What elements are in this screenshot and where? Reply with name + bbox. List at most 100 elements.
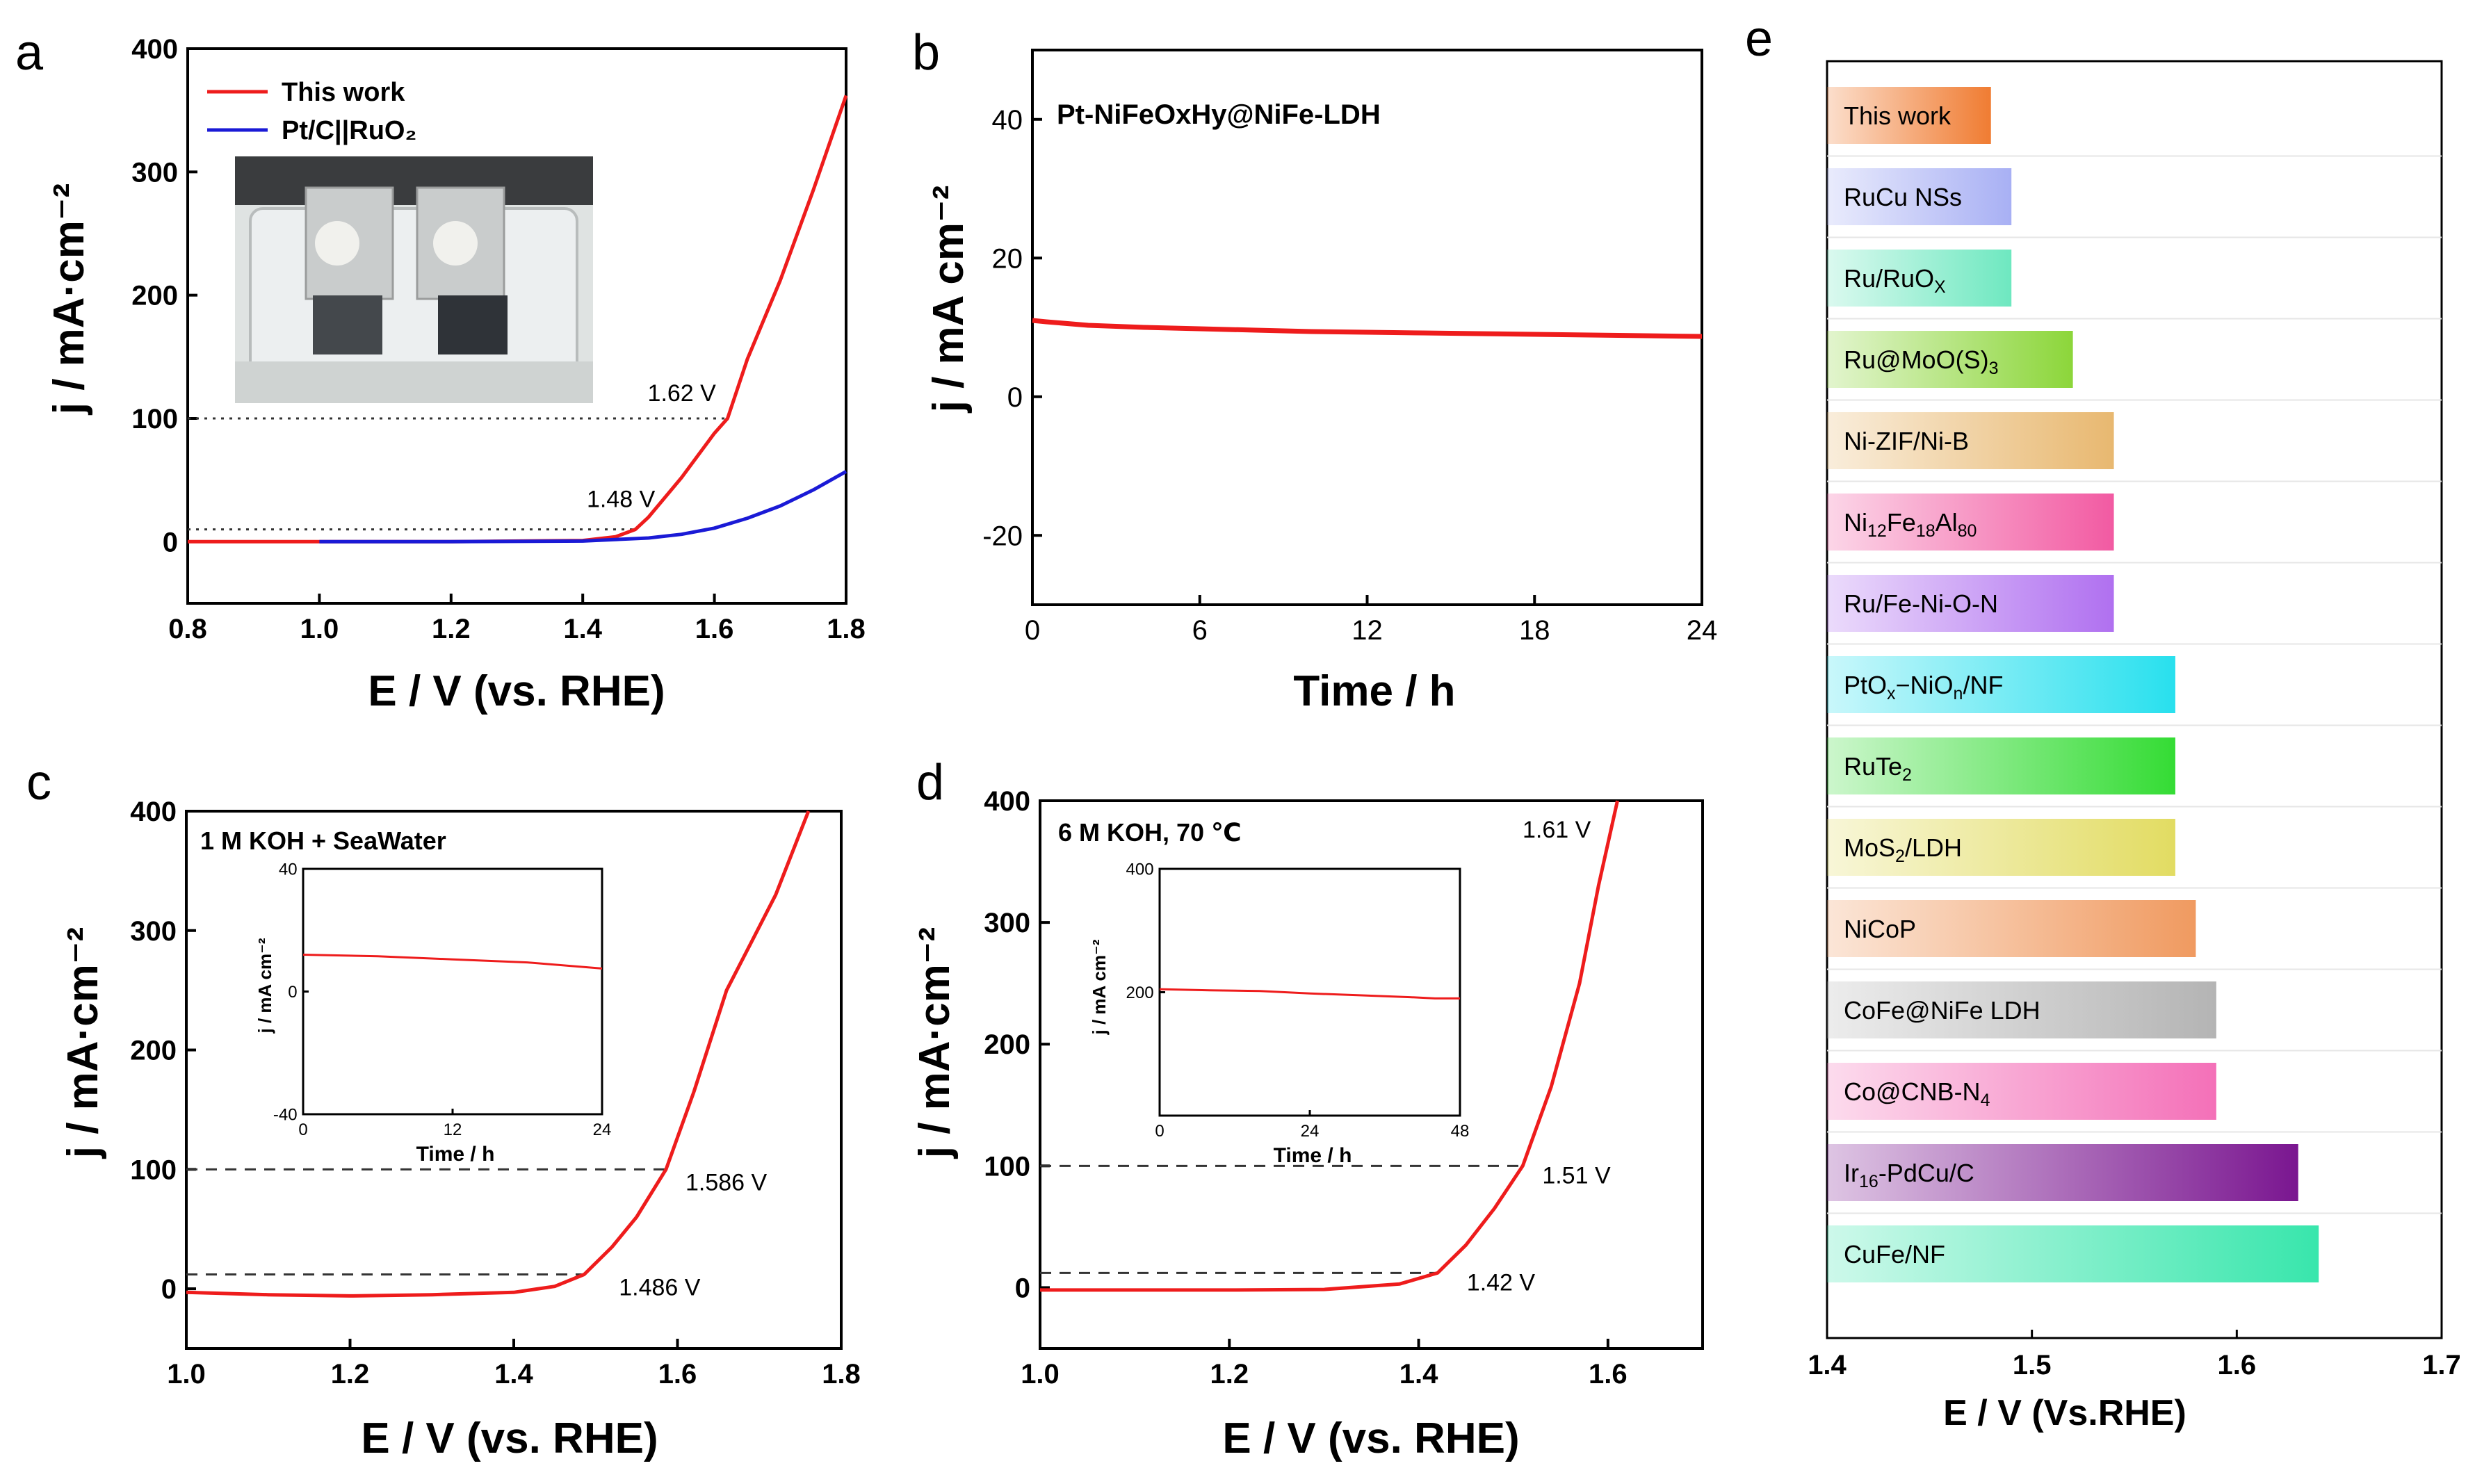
panel-b-y-tick-label: -20 (982, 521, 1023, 551)
panel-a-legend: This work Pt/C||RuO₂ (207, 78, 416, 145)
bar-label: Ni12Fe18Al80 (1844, 508, 1977, 541)
panel-d-y-tick-label: 0 (1015, 1273, 1030, 1303)
panel-d-y-tick-label: 100 (984, 1151, 1030, 1182)
bar-label: CoFe@NiFe LDH (1844, 996, 2040, 1025)
panel-d-frame (1039, 799, 1704, 1350)
panel-b-title: Pt-NiFeOxHy@NiFe-LDH (1057, 99, 1381, 130)
panel-a-y-tick-label: 200 (131, 281, 178, 311)
panel-e-letter: e (1745, 11, 1773, 67)
panel-d-inset-x-tick-label: 0 (1155, 1122, 1164, 1141)
panel-c: c j / mA·cm⁻² E / V (vs. RHE) 1 M KOH + … (26, 755, 861, 1462)
bar-ru-ruox (1827, 250, 2012, 307)
panel-a-x-tick-label: 1.0 (300, 614, 339, 644)
panel-c-inset-x-label: Time / h (416, 1143, 495, 1166)
panel-a-y-label: j / mA·cm⁻² (45, 184, 93, 415)
bar-label: CuFe/NF (1844, 1240, 1945, 1269)
panel-c-y-tick-label: 0 (161, 1274, 177, 1305)
bar-label: PtOx−NiOn/NF (1844, 671, 2003, 703)
panel-c-letter: c (26, 755, 51, 810)
panel-a-ref-label: 1.48 V (587, 487, 656, 513)
panel-b-x-tick-label: 6 (1192, 615, 1208, 646)
panel-c-inset-y-label: j / mA cm⁻² (254, 938, 275, 1034)
panel-a: a j / mA·cm⁻² E / V (vs. RHE) This work … (15, 25, 866, 715)
panel-b-y-tick-label: 20 (992, 243, 1023, 274)
electrolyzer-photo (235, 156, 593, 403)
panel-d-inset-series-line (1159, 988, 1460, 1000)
panel-d-x-tick-label: 1.0 (1021, 1359, 1060, 1389)
panel-c-inset-frame (302, 867, 603, 1116)
panel-c-y-tick-label: 100 (130, 1155, 177, 1185)
panel-b: b j / mA cm⁻² Time / h Pt-NiFeOxHy@NiFe-… (912, 25, 1717, 715)
panel-d-inset-x-tick-label: 48 (1451, 1122, 1470, 1141)
panel-c-y-label: j / mA·cm⁻² (59, 927, 107, 1159)
bar-mos2-ldh (1827, 819, 2175, 876)
panel-b-y-label: j / mA cm⁻² (925, 186, 973, 414)
bar-label: Ru@MoO(S)3 (1844, 345, 1998, 378)
panel-c-x-tick-label: 1.4 (494, 1359, 533, 1389)
panel-a-y-tick-label: 400 (131, 34, 178, 65)
panel-d: d j / mA·cm⁻² E / V (vs. RHE) 6 M KOH, 7… (911, 755, 1704, 1462)
panel-d-x-tick-label: 1.4 (1399, 1359, 1438, 1389)
panel-b-y-tick-label: 0 (1007, 382, 1023, 413)
bar-label: MoS2/LDH (1844, 833, 1962, 866)
panel-a-frame (186, 47, 847, 605)
bar-label: Ru/Fe-Ni-O-N (1844, 589, 1998, 618)
panel-c-x-tick-label: 1.2 (331, 1359, 370, 1389)
panel-d-y-label: j / mA·cm⁻² (911, 927, 959, 1159)
panel-c-inset-series-line (302, 954, 603, 970)
panel-c-inset-x-tick-label: 24 (593, 1120, 612, 1139)
panel-a-y-tick-label: 0 (163, 527, 178, 557)
bar-label: Ru/RuOX (1844, 264, 1946, 297)
bar-label: Ir16-PdCu/C (1844, 1159, 1974, 1191)
panel-d-top-label: 1.61 V (1523, 817, 1591, 843)
bar-label: Ni-ZIF/Ni-B (1844, 427, 1969, 455)
panel-a-y-tick-label: 300 (131, 157, 178, 188)
panel-d-ref-label: 1.42 V (1467, 1269, 1536, 1296)
panel-d-inset-x-label: Time / h (1274, 1144, 1352, 1167)
bar-label: Co@CNB-N4 (1844, 1077, 1990, 1110)
panel-a-y-tick-label: 100 (131, 404, 178, 434)
panel-a-x-tick-label: 1.4 (563, 614, 602, 644)
bar-ir16-pdcu-c (1827, 1144, 2298, 1201)
panel-c-frame (185, 810, 843, 1350)
panel-c-ref-label: 1.486 V (619, 1274, 701, 1300)
bar-ni-zif-ni-b (1827, 412, 2114, 469)
panel-c-y-tick-label: 400 (130, 797, 177, 827)
panel-b-x-tick-label: 12 (1352, 615, 1383, 646)
panel-d-x-tick-label: 1.2 (1210, 1359, 1249, 1389)
panel-e-x-label: E / V (Vs.RHE) (1943, 1393, 2186, 1433)
panel-e-x-tick-label: 1.5 (2013, 1350, 2052, 1380)
panel-a-x-label: E / V (vs. RHE) (368, 667, 665, 715)
panel-d-series-line (1040, 800, 1619, 1292)
legend-label-this-work: This work (282, 78, 405, 107)
legend-label-pt-c-ruo2: Pt/C||RuO₂ (282, 116, 416, 145)
panel-d-inset-y-tick-label: 200 (1126, 984, 1154, 1002)
panel-d-inset-y-label: j / mA cm⁻² (1089, 939, 1110, 1035)
panel-a-x-tick-label: 1.6 (695, 614, 734, 644)
panel-a-letter: a (15, 25, 44, 81)
bar-cufe-nf (1827, 1225, 2319, 1282)
panel-a-x-tick-label: 0.8 (168, 614, 207, 644)
panel-d-y-tick-label: 200 (984, 1029, 1030, 1060)
panel-b-x-tick-label: 24 (1687, 615, 1718, 646)
bar-rute2 (1827, 737, 2175, 794)
panel-d-ref-label: 1.51 V (1542, 1162, 1611, 1189)
panel-c-y-tick-label: 200 (130, 1036, 177, 1066)
bar-nicop (1827, 900, 2196, 957)
panel-d-inset-frame (1158, 867, 1461, 1117)
panel-a-ref-label: 1.62 V (648, 380, 717, 407)
panel-b-x-label: Time / h (1293, 667, 1455, 715)
panel-d-inset-y-tick-label: 400 (1126, 860, 1154, 879)
panel-b-y-tick-label: 40 (992, 105, 1023, 136)
panel-d-letter: d (916, 755, 944, 810)
panel-b-letter: b (912, 25, 940, 81)
panel-d-x-label: E / V (vs. RHE) (1222, 1414, 1519, 1462)
panel-c-ref-label: 1.586 V (685, 1169, 768, 1196)
panel-c-title: 1 M KOH + SeaWater (200, 826, 446, 855)
panel-e-x-tick-label: 1.6 (2218, 1350, 2257, 1380)
panel-d-inset-x-tick-label: 24 (1301, 1122, 1320, 1141)
bar-co-cnb-n4 (1827, 1063, 2216, 1120)
panel-c-inset-y-tick-label: 40 (279, 860, 298, 879)
bar-label: NiCoP (1844, 915, 1916, 943)
panel-c-inset-y-tick-label: -40 (273, 1105, 298, 1124)
